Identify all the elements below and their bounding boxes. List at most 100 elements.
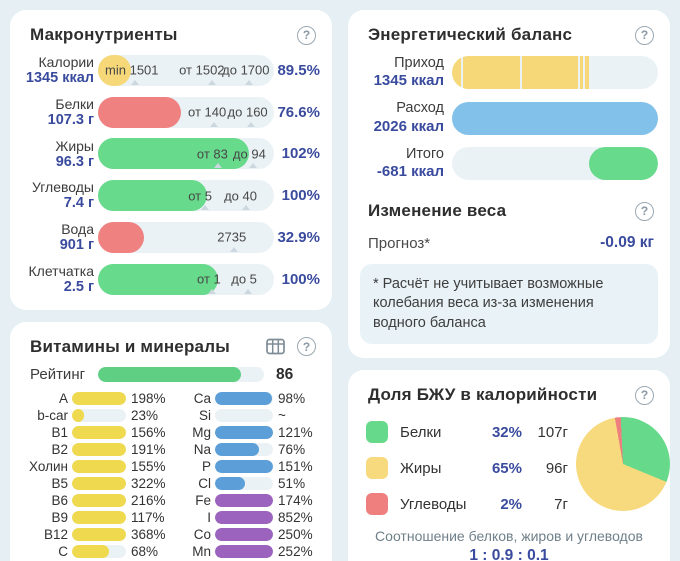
nutrient-value: 216%: [131, 493, 166, 509]
table-view-icon[interactable]: [266, 338, 285, 355]
nutrient-bar-fill: [72, 545, 109, 559]
macro-amount: 2.5 г: [63, 278, 94, 295]
forecast-row: Прогноз* -0.09 кг: [360, 234, 658, 252]
macro-name: Жиры: [55, 137, 94, 154]
weight-title: Изменение веса: [368, 201, 507, 221]
energy-bar-segment: [588, 146, 658, 180]
energy-bar: [452, 146, 658, 180]
legend-grams: 107г: [537, 423, 569, 441]
energy-row-label: Итого -681 ккал: [360, 146, 444, 181]
nutrient-row: P 151%: [183, 459, 320, 475]
nutrient-bar-fill: [72, 426, 126, 440]
nutrient-value: 117%: [131, 510, 165, 526]
energy-header: Энергетический баланс ?: [360, 23, 658, 45]
macro-bar: от 83 до 94: [98, 138, 274, 170]
weight-header: Изменение веса ?: [360, 201, 658, 221]
nutrient-row: B6 216%: [22, 493, 173, 509]
nutrient-value: 368%: [131, 527, 166, 543]
nutrient-name: B2: [51, 442, 68, 458]
nutrient-name: B6: [51, 493, 68, 509]
nutrient-row: B1 156%: [22, 425, 173, 441]
bju-legend: Белки 32% 107г Жиры 65% 96г Углеводы 2% 7г: [366, 421, 569, 516]
macro-bar: от 5 до 40: [98, 180, 274, 212]
nutrient-bar: [72, 528, 126, 542]
energy-row-label: Приход 1345 ккал: [360, 55, 444, 90]
vitamins-header-icons: ?: [266, 337, 316, 357]
help-icon[interactable]: ?: [635, 201, 654, 221]
energy-bar-segment: [463, 56, 520, 90]
nutrient-name: Si: [199, 408, 212, 424]
nutrient-bar: [215, 426, 274, 440]
macro-bar-range-label: от 140: [188, 104, 227, 120]
macro-row-label: Жиры 96.3 г: [22, 138, 94, 171]
nutrient-value: 23%: [131, 408, 159, 424]
macro-percent: 89.5%: [277, 61, 320, 79]
nutrient-bar: [72, 392, 126, 406]
macro-row-label: Белки 107.3 г: [22, 96, 94, 129]
bju-ratio-label: Соотношение белков, жиров и углеводов: [375, 528, 643, 545]
nutrient-name: C: [58, 544, 68, 560]
range-marker-icon: [130, 79, 139, 85]
range-marker-icon: [243, 288, 252, 294]
energy-row: Расход 2026 ккал: [360, 100, 658, 135]
nutrient-name: B5: [51, 476, 68, 492]
nutrient-value: 98%: [278, 391, 306, 407]
nutrient-value: 322%: [131, 476, 166, 492]
macro-row: Жиры 96.3 г от 83 до 94 102%: [22, 138, 320, 171]
panel-bju-share: Доля БЖУ в калорийности ? Белки 32% 107г Жи…: [348, 370, 670, 561]
help-icon[interactable]: ?: [297, 337, 316, 357]
energy-name: Итого: [406, 145, 444, 162]
energy-bar-segment: [584, 56, 589, 90]
nutrient-value: 198%: [131, 391, 166, 407]
energy-name: Расход: [396, 100, 444, 117]
legend-row: Белки 32% 107г: [366, 421, 569, 444]
macro-bar-fill: [98, 96, 181, 128]
help-icon[interactable]: ?: [635, 25, 654, 45]
legend-name: Белки: [400, 423, 442, 441]
bju-content: Белки 32% 107г Жиры 65% 96г Углеводы 2% 7г: [360, 417, 670, 516]
energy-amount: -681 ккал: [376, 163, 444, 181]
nutrient-row: B9 117%: [22, 510, 173, 526]
energy-title: Энергетический баланс: [368, 25, 573, 44]
nutrient-bar: [215, 528, 274, 542]
macro-bar-range-label: до 40: [224, 188, 257, 204]
macro-bar-range-label: до 1700: [222, 62, 270, 78]
nutrient-row: Cl 51%: [183, 476, 320, 492]
nutrient-value: 852%: [278, 510, 313, 526]
rating-label: Рейтинг: [30, 366, 86, 384]
nutrient-value: ~: [278, 408, 286, 424]
nutrient-bar: [72, 511, 126, 525]
nutrient-name: Ca: [193, 391, 212, 407]
energy-bar: [452, 101, 658, 135]
nutrient-bar-fill: [72, 392, 126, 406]
nutrient-name: Cl: [198, 476, 212, 492]
nutrient-row: Na 76%: [183, 442, 320, 458]
nutrient-row: Si ~: [183, 408, 320, 424]
macro-bar: min 1501 от 1502 до 1700: [98, 54, 274, 86]
nutrient-bar: [215, 392, 274, 406]
macro-bar-range-label: от 1: [197, 271, 221, 287]
macro-bar: от 1 до 5: [98, 263, 274, 295]
energy-amount: 1345 ккал: [373, 72, 444, 90]
nutrient-bar: [72, 426, 126, 440]
help-icon[interactable]: ?: [635, 385, 654, 405]
bju-title: Доля БЖУ в калорийности: [368, 385, 598, 405]
nutrient-value: 252%: [278, 544, 313, 560]
legend-name: Жиры: [400, 459, 442, 477]
nutrient-bar: [72, 443, 126, 457]
rating-bar-fill: [98, 367, 241, 383]
minerals-column: Ca 98% Si ~ Mg 121% Na 76% P 151% Cl 51% Fe 174% I 852%…: [183, 391, 320, 561]
nutrient-value: 151%: [278, 459, 313, 475]
macro-percent: 76.6%: [277, 103, 320, 121]
macro-amount: 107.3 г: [47, 111, 94, 128]
macro-percent: 102%: [281, 145, 320, 163]
macro-row: Белки 107.3 г от 140 до 160 76.6%: [22, 96, 320, 129]
nutrient-bar: [72, 409, 126, 423]
bju-header: Доля БЖУ в калорийности ?: [360, 383, 658, 405]
nutrient-bar: [72, 460, 126, 474]
rating-bar: [98, 367, 264, 383]
panel-vitamins: Витамины и минералы ? Рейтинг 86 A 198: [10, 321, 332, 561]
nutrient-bar: [72, 494, 126, 508]
help-icon[interactable]: ?: [297, 25, 316, 45]
nutrient-name: P: [202, 459, 212, 475]
